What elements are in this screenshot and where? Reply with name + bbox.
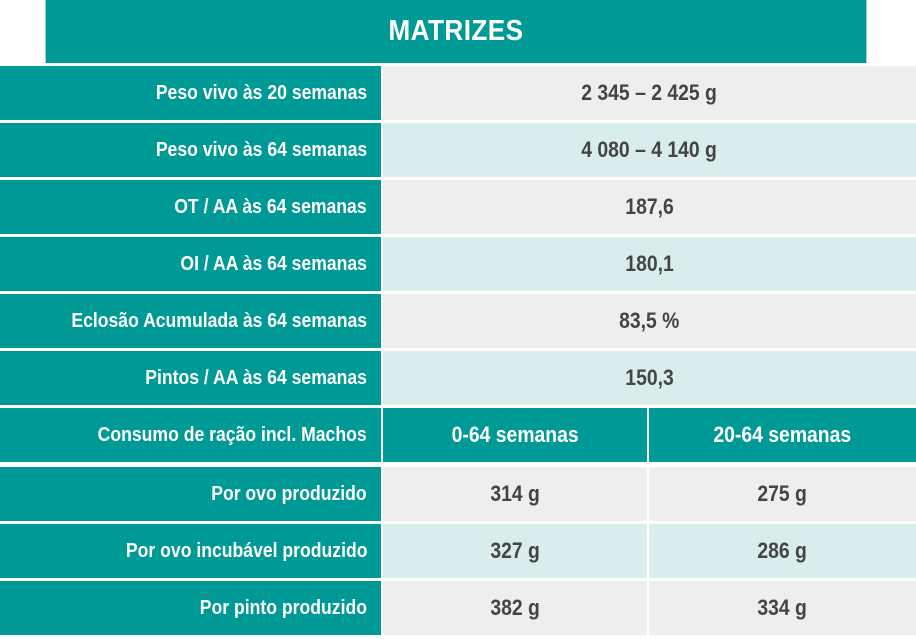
- table-row: Eclosão Acumulada às 64 semanas 83,5 %: [0, 294, 916, 348]
- row-value: 2 345 – 2 425 g: [383, 66, 916, 120]
- row-value: 187,6: [383, 180, 916, 234]
- table-row: Por pinto produzido 382 g 334 g: [0, 581, 916, 635]
- row-value-0-64: 382 g: [383, 581, 647, 635]
- table-row: OI / AA às 64 semanas 180,1: [0, 237, 916, 291]
- row-label: OT / AA às 64 semanas: [0, 180, 381, 234]
- table-row: Por ovo incubável produzido 327 g 286 g: [0, 524, 916, 578]
- table-row: Peso vivo às 20 semanas 2 345 – 2 425 g: [0, 66, 916, 120]
- row-value-20-64: 286 g: [649, 524, 916, 578]
- row-label: Eclosão Acumulada às 64 semanas: [0, 294, 381, 348]
- row-value: 4 080 – 4 140 g: [383, 123, 916, 177]
- row-value-20-64: 334 g: [649, 581, 916, 635]
- column-header-0-64: 0-64 semanas: [383, 408, 647, 462]
- row-value-0-64: 327 g: [383, 524, 647, 578]
- row-label: Por ovo incubável produzido: [0, 524, 381, 578]
- feed-header-row: Consumo de ração incl. Machos 0-64 seman…: [0, 408, 916, 462]
- row-label: Peso vivo às 64 semanas: [0, 123, 381, 177]
- table-row: Por ovo produzido 314 g 275 g: [0, 467, 916, 521]
- row-label: Por pinto produzido: [0, 581, 381, 635]
- row-label: Pintos / AA às 64 semanas: [0, 351, 381, 405]
- table-title: MATRIZES: [45, 0, 867, 63]
- table-row: Pintos / AA às 64 semanas 150,3: [0, 351, 916, 405]
- row-label: OI / AA às 64 semanas: [0, 237, 381, 291]
- row-value: 83,5 %: [383, 294, 916, 348]
- column-header-20-64: 20-64 semanas: [649, 408, 916, 462]
- row-value-0-64: 314 g: [383, 467, 647, 521]
- table-row: OT / AA às 64 semanas 187,6: [0, 180, 916, 234]
- row-label: Peso vivo às 20 semanas: [0, 66, 381, 120]
- table-row: Peso vivo às 64 semanas 4 080 – 4 140 g: [0, 123, 916, 177]
- row-label: Por ovo produzido: [0, 467, 381, 521]
- row-value: 180,1: [383, 237, 916, 291]
- row-value: 150,3: [383, 351, 916, 405]
- feed-label: Consumo de ração incl. Machos: [0, 408, 381, 462]
- row-value-20-64: 275 g: [649, 467, 916, 521]
